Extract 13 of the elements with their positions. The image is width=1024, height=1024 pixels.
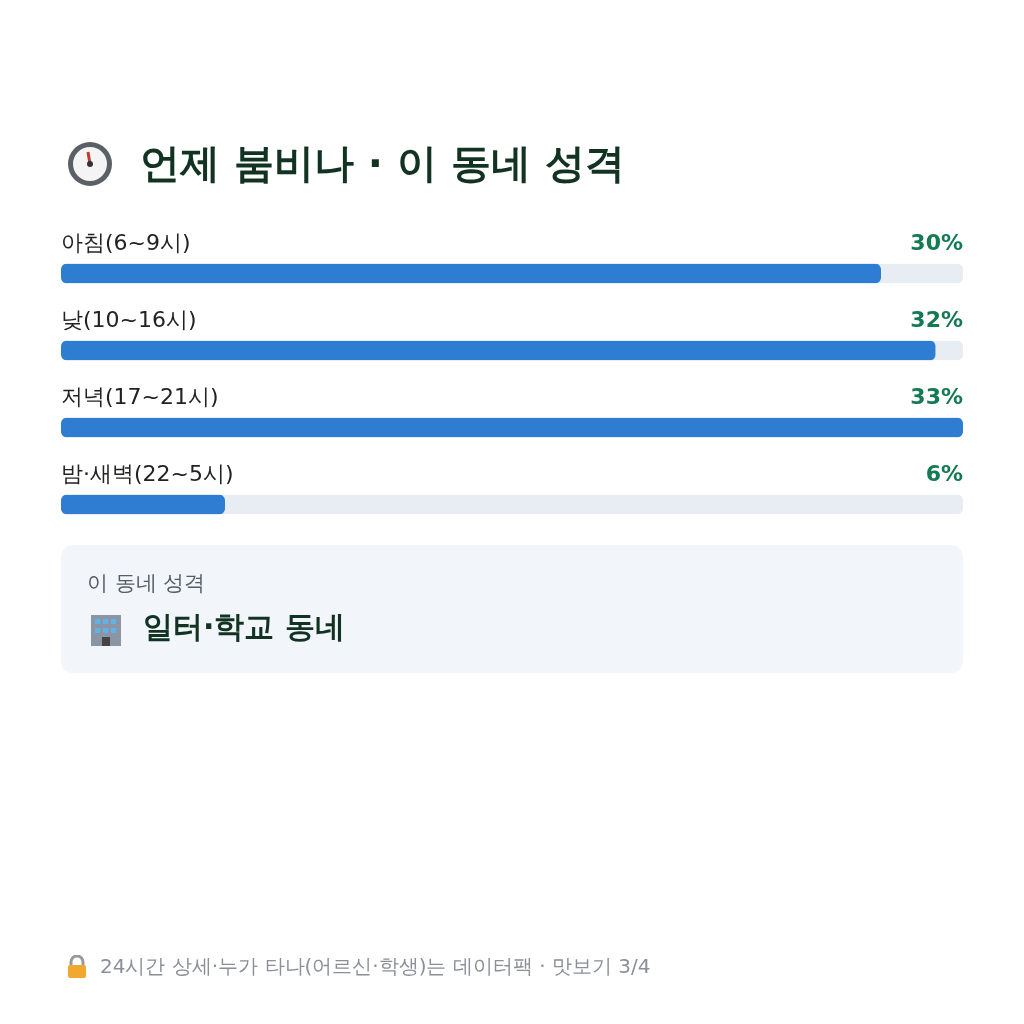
y-tick-label: 밤·새벽(22~5시) [61, 460, 234, 486]
chart-title: 언제 붐비나 · 이 동네 성격 [140, 139, 625, 188]
data-label: 32% [910, 306, 963, 332]
data-label: 33% [910, 383, 963, 409]
y-tick-label: 저녁(17~21시) [61, 383, 219, 409]
y-tick-label: 아침(6~9시) [61, 229, 191, 255]
text: 일터·학교 동네 [143, 608, 345, 646]
data-label: 6% [925, 460, 963, 486]
bar [61, 494, 225, 515]
text: 이 동네 성격 [87, 570, 206, 597]
data-label: 30% [910, 229, 963, 255]
y-tick-label: 낮(10~16시) [61, 306, 197, 332]
text: 24시간 상세·누가 타나(어르신·학생)는 데이터팩 · 맛보기 3/4 [100, 953, 651, 980]
